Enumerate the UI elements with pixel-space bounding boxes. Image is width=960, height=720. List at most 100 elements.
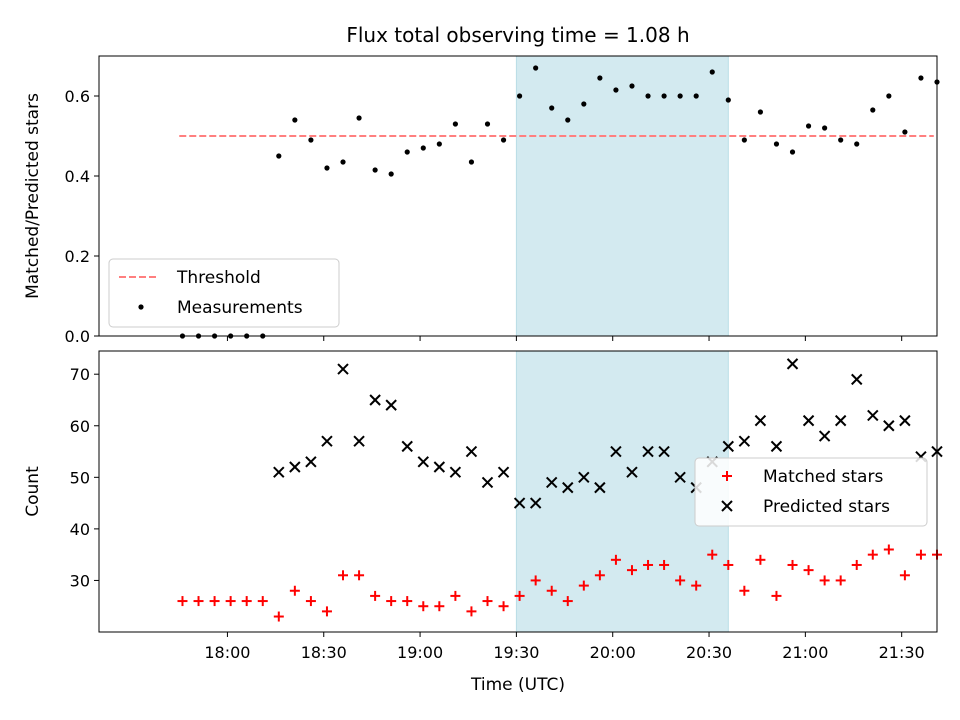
data-point [578,471,590,484]
highlight-span [515,55,729,337]
data-point [418,601,429,612]
data-point [481,476,494,489]
data-point [433,461,446,473]
data-point [626,466,638,478]
data-point [308,137,314,143]
legend-key-plus [722,471,732,481]
data-point [533,65,539,71]
data-point [449,466,462,478]
data-point [565,117,571,123]
data-point [338,570,349,581]
y-tick-label: 60 [70,417,90,436]
data-point [707,549,718,560]
legend-box [108,258,340,328]
data-point [818,430,831,442]
data-point [241,596,252,607]
data-point [851,559,862,570]
data-point [613,87,619,93]
legend-entry-measurements: Measurements [138,298,303,318]
legend-label: Measurements [177,298,303,318]
legend-entry-predicted: Predicted stars [721,497,890,517]
data-point [514,590,525,601]
data-point [915,549,926,560]
data-point [500,137,507,143]
data-point [340,159,346,165]
data-point [321,435,333,447]
data-point [886,93,892,99]
data-point [225,596,236,607]
data-point [835,575,846,586]
data-point [661,93,667,99]
data-point [273,611,284,622]
data-point [738,435,751,447]
data-point [562,481,574,494]
data-point [643,559,654,570]
data-point [594,481,606,494]
x-tick-label: 19:00 [397,643,443,662]
data-point [642,445,654,458]
data-point [404,149,410,155]
y-tick-label: 30 [70,571,90,590]
series-predicted [273,358,943,509]
data-point [597,75,603,81]
data-point [305,456,317,468]
data-point [417,456,429,468]
data-point [789,149,796,155]
data-point [899,414,911,427]
legend: Matched stars Predicted stars [694,457,928,527]
legend-key-x [721,500,733,512]
data-point [372,167,378,173]
data-point [883,544,894,555]
y-axis-label: Count [23,466,43,517]
data-point [883,420,895,432]
y-axis-label: Matched/Predicted stars [23,93,43,299]
data-point [546,585,557,596]
data-point [754,414,767,427]
data-point [273,466,285,478]
y-tick-label: 50 [70,468,90,487]
data-point [770,440,783,453]
x-axis-label: Time (UTC) [470,675,565,695]
legend-entry-matched: Matched stars [722,467,883,487]
data-point [321,606,332,617]
data-point [386,596,397,607]
data-point [289,461,301,473]
chart-title: Flux total observing time = 1.08 h [346,23,689,47]
data-point [465,445,478,458]
data-point [482,596,493,607]
data-point [773,141,780,147]
data-point [659,559,670,570]
data-point [693,93,699,99]
legend-entry-threshold: Threshold [119,268,261,288]
top-panel: 0.0 0.2 0.4 0.6 Matched/Predicted stars Thres… [23,55,940,346]
data-point [822,125,828,131]
data-point [402,596,413,607]
x-tick-label: 20:00 [590,643,636,662]
plot-frame [98,350,938,633]
data-point [581,101,587,107]
data-point [674,471,686,484]
data-point [709,69,715,75]
data-point [549,105,555,111]
data-point [867,549,878,560]
data-point [546,476,558,489]
data-point [629,83,635,89]
data-point [305,596,316,607]
data-point [353,435,365,447]
data-point [677,93,683,99]
data-point [434,601,445,612]
data-point [370,590,381,601]
data-point [741,137,747,143]
data-point [802,414,815,427]
data-point [513,497,526,509]
data-point [787,559,798,570]
legend-key-dot [138,304,144,310]
y-tick-label: 70 [70,365,90,384]
y-tick-label: 40 [70,520,90,539]
legend: Threshold Measurements [108,258,340,328]
plot-frame [98,55,938,337]
x-tick-label: 21:30 [879,643,925,662]
data-point [450,590,461,601]
